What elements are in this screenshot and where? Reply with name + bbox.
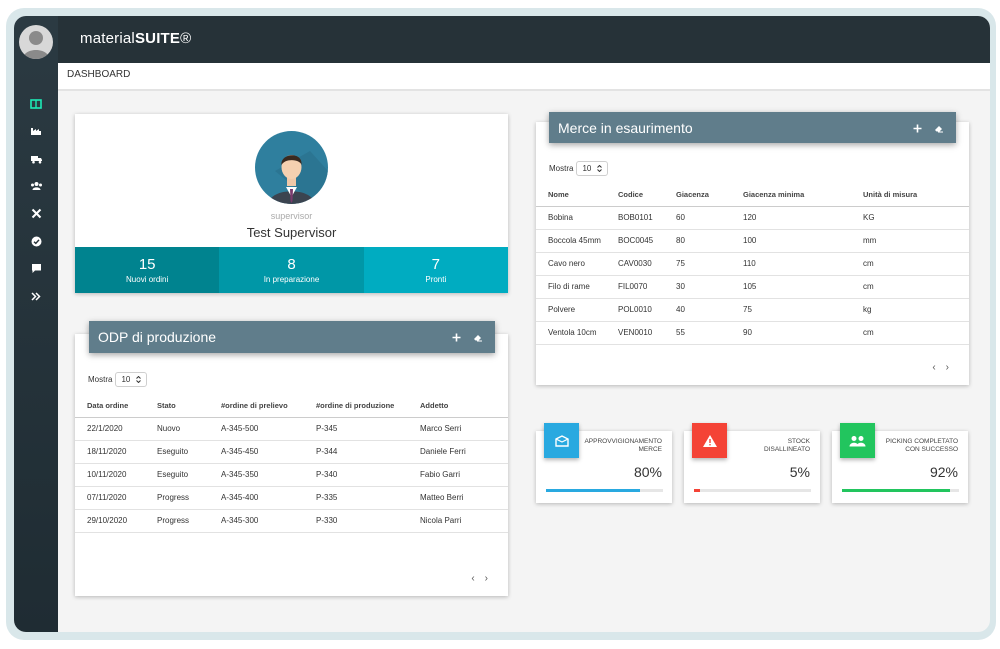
table-row[interactable]: Ventola 10cm VEN0010 55 90 cm	[536, 321, 969, 345]
order-stats: 15 Nuovi ordini 8 In preparazione 7 Pron…	[75, 247, 508, 293]
merce-pager: ‹ ›	[932, 362, 949, 373]
stat-ready[interactable]: 7 Pronti	[363, 247, 508, 293]
truck-icon[interactable]	[14, 145, 58, 173]
odp-table-header: Data ordine Stato #ordine di prelievo #o…	[75, 394, 508, 418]
col-giacenza[interactable]: Giacenza	[664, 183, 731, 207]
table-row[interactable]: Boccola 45mm BOC0045 80 100 mm	[536, 229, 969, 253]
odp-page-size: Mostra 10	[88, 372, 148, 387]
merce-page-size-select[interactable]: 10	[576, 161, 609, 176]
eraser-icon[interactable]	[934, 120, 944, 138]
table-row[interactable]: 29/10/2020 Progress A-345-300 P-330 Nicola P…	[75, 509, 508, 533]
eraser-icon[interactable]	[473, 329, 483, 347]
people-icon	[840, 423, 875, 458]
odp-card-header: ODP di produzione	[89, 321, 495, 353]
odp-pager: ‹ ›	[471, 573, 488, 584]
next-page-button[interactable]: ›	[484, 573, 488, 584]
table-row[interactable]: 10/11/2020 Eseguito A-345-350 P-340 Fabio Ga…	[75, 463, 508, 487]
prev-page-button[interactable]: ‹	[471, 573, 475, 584]
users-icon[interactable]	[14, 173, 58, 201]
box-icon	[544, 423, 579, 458]
plus-icon[interactable]	[452, 329, 461, 347]
kpi-approvvigionamento[interactable]: APPROVVIGIONAMENTO MERCE 80%	[536, 423, 672, 503]
profile-card: supervisor Test Supervisor 15 Nuovi ordi…	[75, 114, 508, 293]
odp-card: Mostra 10 Data ordine Stato #ordine di p…	[75, 334, 508, 596]
brand-logo: materialSUITE®	[80, 30, 192, 47]
col-addetto[interactable]: Addetto	[408, 394, 508, 418]
col-ordine-produzione[interactable]: #ordine di produzione	[304, 394, 408, 418]
col-nome[interactable]: Nome	[536, 183, 606, 207]
odp-page-size-select[interactable]: 10	[115, 372, 148, 387]
check-circle-icon[interactable]	[14, 228, 58, 256]
table-row[interactable]: Cavo nero CAV0030 75 110 cm	[536, 252, 969, 276]
table-row[interactable]: Bobina BOB0101 60 120 KG	[536, 206, 969, 230]
tools-icon[interactable]	[14, 200, 58, 228]
merce-card: Mostra 10 Nome Codice Giacenza Giacenza …	[536, 122, 969, 385]
kpi-picking-completato[interactable]: PICKING COMPLETATO CON SUCCESSO 92%	[832, 423, 968, 503]
kpi-value: 80%	[633, 464, 662, 480]
kpi-value: 5%	[789, 464, 810, 480]
merce-page-size: Mostra 10	[549, 161, 609, 176]
chat-icon[interactable]	[14, 255, 58, 283]
table-row[interactable]: 18/11/2020 Eseguito A-345-450 P-344 Daniele …	[75, 440, 508, 464]
merce-card-header: Merce in esaurimento	[549, 112, 956, 143]
merce-table-header: Nome Codice Giacenza Giacenza minima Uni…	[536, 183, 969, 207]
user-name: Test Supervisor	[246, 225, 337, 240]
col-codice[interactable]: Codice	[606, 183, 664, 207]
kpi-value: 92%	[929, 464, 958, 480]
col-stato[interactable]: Stato	[145, 394, 209, 418]
user-avatar[interactable]	[19, 25, 53, 59]
sidebar	[14, 16, 58, 632]
table-row[interactable]: Filo di rame FIL0070 30 105 cm	[536, 275, 969, 299]
factory-icon[interactable]	[14, 118, 58, 146]
warning-icon	[692, 423, 727, 458]
expand-icon[interactable]	[14, 283, 58, 311]
stat-new-orders[interactable]: 15 Nuovi ordini	[75, 247, 220, 293]
table-row[interactable]: 22/1/2020 Nuovo A-345-500 P-345 Marco Serri	[75, 417, 508, 441]
col-data-ordine[interactable]: Data ordine	[75, 394, 145, 418]
dashboard-icon[interactable]	[14, 90, 58, 118]
plus-icon[interactable]	[913, 120, 922, 138]
kpi-progress-bar	[842, 489, 959, 492]
user-role: supervisor	[270, 211, 313, 221]
top-bar: materialSUITE®	[58, 16, 990, 63]
breadcrumb-bar: DASHBOARD	[58, 63, 990, 91]
kpi-progress-bar	[694, 489, 811, 492]
merce-table: Nome Codice Giacenza Giacenza minima Uni…	[536, 183, 969, 345]
col-giacenza-minima[interactable]: Giacenza minima	[731, 183, 851, 207]
col-unita-misura[interactable]: Unità di misura	[851, 183, 969, 207]
odp-card-title: ODP di produzione	[98, 329, 217, 345]
next-page-button[interactable]: ›	[945, 362, 949, 373]
breadcrumb[interactable]: DASHBOARD	[67, 69, 131, 80]
merce-card-title: Merce in esaurimento	[558, 120, 693, 136]
kpi-stock-disallineato[interactable]: STOCK DISALLINEATO 5%	[684, 423, 820, 503]
odp-table: Data ordine Stato #ordine di prelievo #o…	[75, 394, 508, 533]
table-row[interactable]: Polvere POL0010 40 75 kg	[536, 298, 969, 322]
prev-page-button[interactable]: ‹	[932, 362, 936, 373]
col-ordine-prelievo[interactable]: #ordine di prelievo	[209, 394, 304, 418]
supervisor-avatar	[255, 131, 328, 204]
stat-in-progress[interactable]: 8 In preparazione	[219, 247, 364, 293]
table-row[interactable]: 07/11/2020 Progress A-345-400 P-335 Matteo B…	[75, 486, 508, 510]
app-window: materialSUITE® DASHBOARD supervisor Test…	[14, 16, 990, 632]
kpi-progress-bar	[546, 489, 663, 492]
